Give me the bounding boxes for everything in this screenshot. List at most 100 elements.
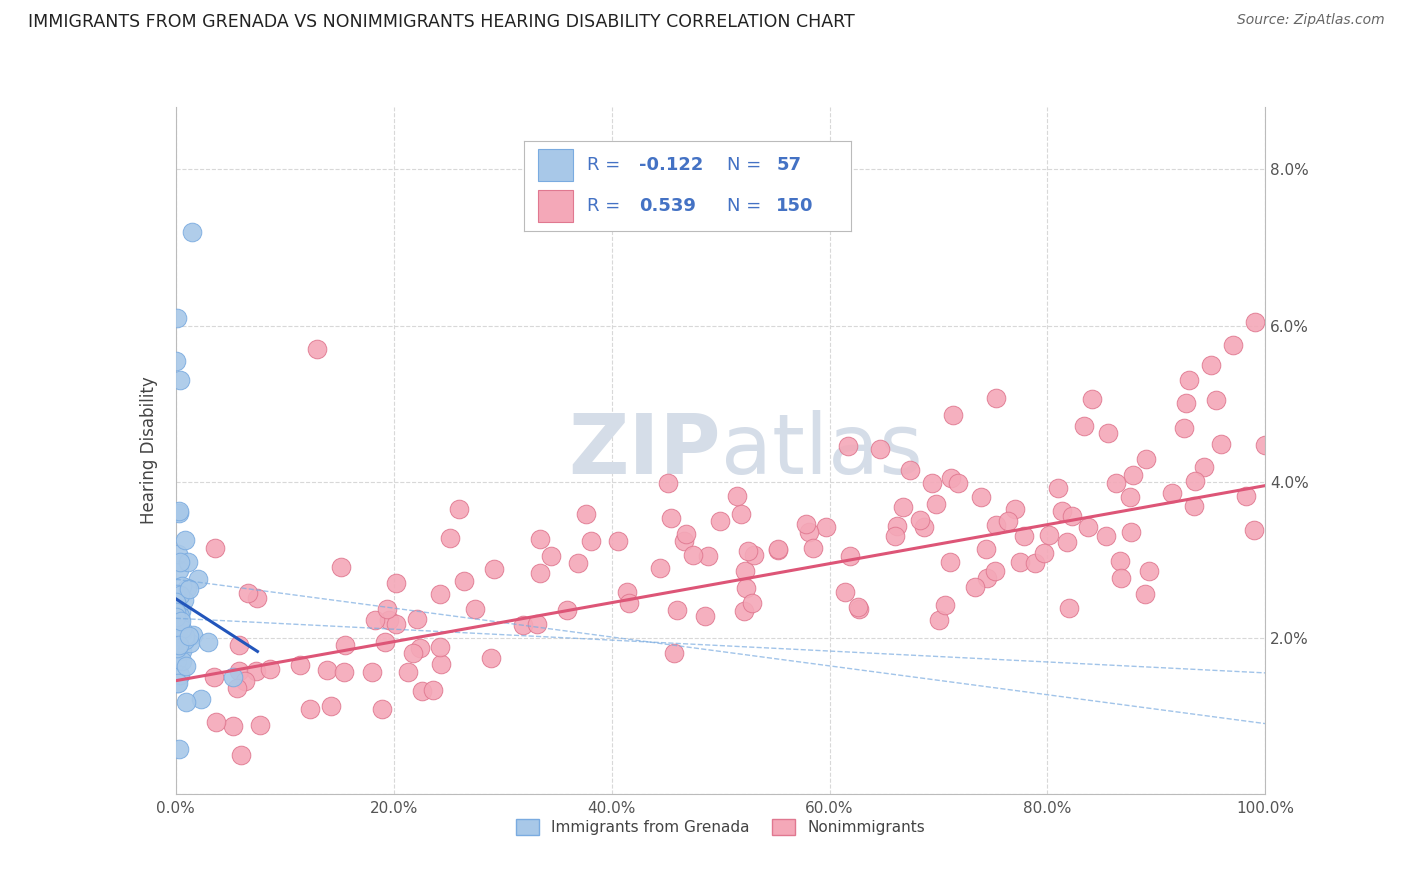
Point [165, 633, 187, 648]
Point [801, 541, 824, 555]
Point [794, 516, 817, 531]
Point [166, 616, 188, 631]
Point [221, 670, 243, 684]
Point [1095, 528, 1118, 542]
Point [411, 684, 433, 698]
Point [236, 586, 259, 600]
Point [946, 475, 969, 490]
Point [181, 628, 204, 642]
Point [650, 561, 672, 575]
Point [730, 507, 752, 521]
Text: N =: N = [727, 196, 768, 215]
Point [177, 555, 200, 569]
Point [682, 548, 704, 562]
Point [333, 665, 356, 679]
Point [364, 613, 387, 627]
Text: 57: 57 [776, 155, 801, 174]
Point [1178, 373, 1201, 387]
Text: 150: 150 [776, 196, 814, 215]
Point [233, 674, 256, 689]
Point [249, 718, 271, 732]
Point [1182, 500, 1205, 514]
Point [406, 611, 429, 625]
Bar [537, 149, 574, 181]
Point [1097, 426, 1119, 441]
Text: atlas: atlas [721, 410, 922, 491]
Point [1111, 571, 1133, 585]
Point [963, 580, 986, 594]
Point [174, 632, 197, 647]
Point [659, 511, 682, 525]
Point [176, 581, 198, 595]
Point [167, 741, 190, 756]
Point [1056, 534, 1078, 549]
Point [165, 595, 187, 609]
Point [179, 629, 201, 643]
Point [526, 617, 548, 632]
Point [166, 629, 188, 643]
Point [695, 608, 717, 623]
Point [581, 533, 603, 548]
Text: -0.122: -0.122 [638, 155, 703, 174]
Point [167, 639, 190, 653]
Point [1253, 438, 1275, 452]
Point [167, 607, 190, 621]
Point [169, 619, 191, 633]
Point [375, 602, 398, 616]
Point [869, 442, 891, 456]
Point [245, 665, 267, 679]
Point [664, 646, 686, 660]
Point [259, 662, 281, 676]
Point [921, 475, 943, 490]
Point [939, 471, 962, 485]
Point [165, 610, 187, 624]
Point [186, 572, 208, 586]
Point [834, 585, 856, 599]
Point [976, 571, 998, 585]
Text: R =: R = [586, 155, 626, 174]
Point [173, 592, 195, 607]
Point [1077, 520, 1099, 534]
Point [484, 562, 506, 576]
Point [1038, 527, 1060, 541]
Point [529, 566, 551, 580]
Point [166, 632, 188, 647]
Point [170, 622, 193, 636]
Point [298, 702, 321, 716]
Point [204, 541, 226, 556]
Point [939, 555, 962, 569]
Point [402, 646, 425, 660]
Point [908, 513, 931, 527]
Point [617, 596, 640, 610]
Point [429, 586, 451, 600]
Point [453, 574, 475, 589]
Point [567, 556, 589, 570]
Point [378, 613, 401, 627]
Point [166, 587, 188, 601]
Point [422, 683, 444, 698]
Point [1119, 524, 1142, 539]
Point [167, 563, 190, 577]
Point [1234, 489, 1257, 503]
Point [170, 622, 193, 636]
Point [385, 616, 408, 631]
Point [529, 532, 551, 546]
Point [167, 547, 190, 561]
Point [166, 619, 188, 633]
Point [439, 531, 461, 545]
Point [737, 544, 759, 558]
Point [1135, 587, 1157, 601]
Point [172, 654, 194, 668]
Point [1024, 556, 1046, 570]
Point [540, 549, 562, 563]
Point [1160, 485, 1182, 500]
Point [934, 598, 956, 612]
Text: Source: ZipAtlas.com: Source: ZipAtlas.com [1237, 13, 1385, 28]
Point [333, 638, 356, 652]
Point [1137, 564, 1160, 578]
Point [177, 582, 200, 596]
Point [447, 502, 470, 516]
Point [396, 665, 419, 679]
Point [222, 719, 245, 733]
Text: R =: R = [586, 196, 626, 215]
